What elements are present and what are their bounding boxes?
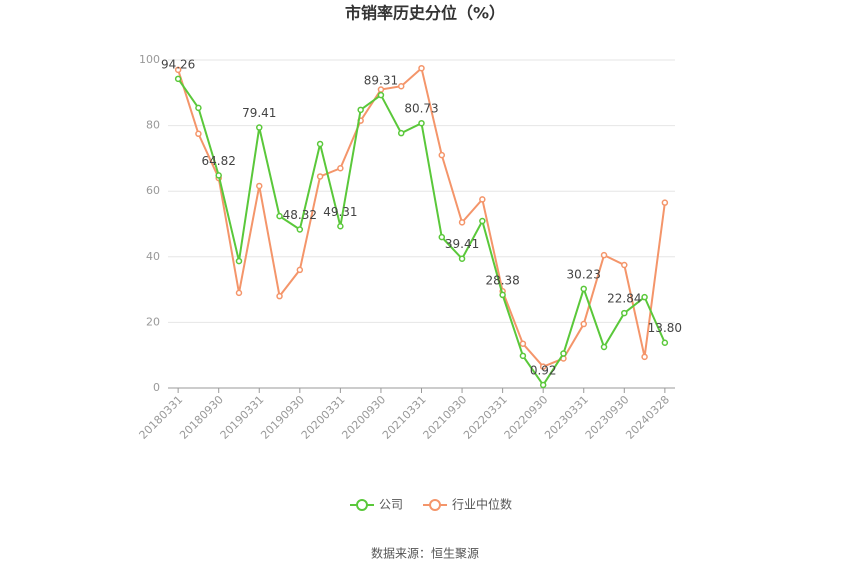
point — [479, 196, 486, 203]
point — [458, 219, 466, 226]
point — [397, 82, 405, 90]
point — [499, 291, 506, 299]
point — [580, 320, 587, 328]
point — [256, 182, 263, 190]
value-label: 79.41 — [242, 106, 276, 120]
value-label: 22.84 — [607, 292, 641, 306]
value-label: 94.26 — [161, 57, 195, 71]
point — [256, 124, 263, 131]
value-label: 39.41 — [445, 237, 479, 251]
y-tick-label: 60 — [146, 184, 160, 197]
x-tick-label: 20240328 — [623, 393, 672, 442]
value-label: 80.73 — [404, 102, 438, 116]
value-label: 13.80 — [648, 321, 682, 335]
point — [397, 129, 405, 137]
point — [641, 293, 648, 301]
point — [438, 233, 446, 241]
point — [560, 350, 567, 357]
point — [539, 363, 547, 370]
point — [296, 226, 304, 233]
y-tick-label: 0 — [153, 381, 160, 394]
source: 数据来源：恒生聚源 — [371, 546, 479, 561]
point — [621, 309, 628, 317]
point — [458, 255, 466, 262]
point — [418, 119, 425, 127]
point — [316, 140, 324, 148]
point — [539, 381, 547, 389]
value-label: 64.82 — [202, 154, 236, 168]
point — [438, 151, 446, 159]
value-label: 49.31 — [323, 205, 357, 219]
value-label: 30.23 — [567, 267, 601, 281]
point — [174, 66, 182, 74]
point — [377, 86, 385, 93]
y-tick-label: 20 — [146, 315, 160, 328]
point — [357, 106, 364, 114]
point — [600, 251, 608, 259]
chart-title: 市销率历史分位（%） — [345, 4, 505, 23]
legend-marker — [356, 499, 368, 511]
point — [580, 285, 587, 293]
legend-label: 行业中位数 — [452, 497, 512, 512]
point — [641, 353, 648, 361]
point — [235, 289, 243, 297]
point — [661, 339, 669, 346]
point — [215, 172, 222, 179]
y-tick-label: 80 — [146, 119, 160, 132]
value-label: 0.92 — [530, 363, 557, 377]
legend-label: 公司 — [379, 498, 403, 512]
point — [195, 130, 202, 138]
point — [276, 292, 283, 300]
point — [661, 199, 669, 206]
point — [600, 343, 608, 351]
point — [337, 164, 344, 172]
point — [276, 212, 283, 220]
value-label: 48.32 — [283, 208, 317, 222]
value-label: 89.31 — [364, 74, 398, 88]
point — [316, 173, 324, 180]
point — [174, 75, 182, 83]
point — [479, 217, 486, 225]
point — [519, 340, 527, 347]
y-tick-label: 40 — [146, 250, 160, 263]
point — [418, 64, 425, 72]
point — [337, 223, 344, 230]
value-label: 28.38 — [485, 273, 519, 287]
legend-marker — [429, 499, 442, 511]
point — [296, 266, 304, 274]
point — [235, 257, 243, 265]
point — [195, 104, 202, 112]
y-tick-label: 100 — [139, 53, 160, 66]
point — [519, 352, 527, 360]
point — [377, 91, 385, 99]
point — [621, 261, 628, 269]
